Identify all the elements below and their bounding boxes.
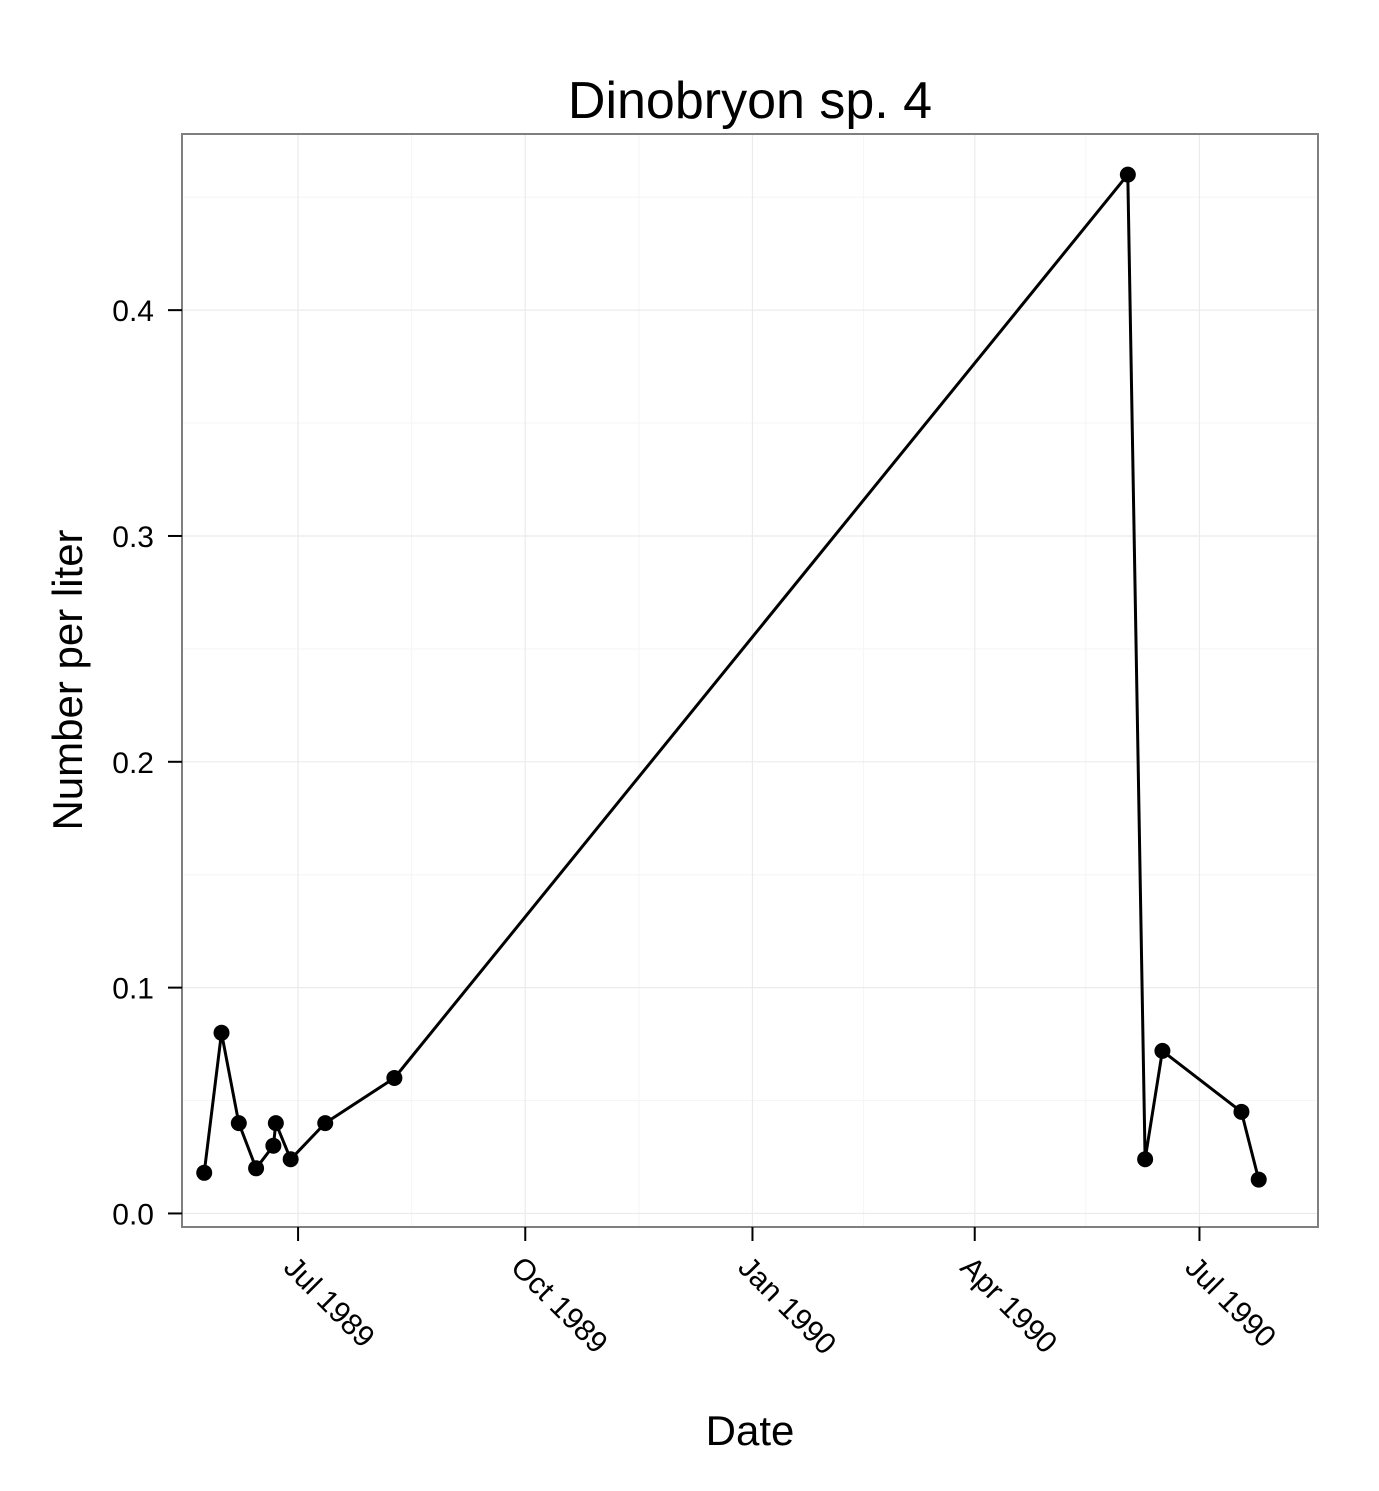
data-point: [248, 1160, 265, 1177]
y-tick-label: 0.3: [112, 521, 154, 554]
x-axis-title: Date: [706, 1407, 795, 1454]
grid-major: [182, 134, 1318, 1227]
data-point: [386, 1069, 403, 1086]
data-point: [230, 1115, 247, 1132]
chart-title: Dinobryon sp. 4: [568, 72, 932, 130]
series-group: [196, 166, 1267, 1188]
x-tick-label: Oct 1989: [504, 1251, 613, 1360]
data-point: [265, 1137, 282, 1154]
y-tick-label: 0.2: [112, 747, 154, 780]
panel-border: [181, 133, 1319, 1228]
data-point: [213, 1024, 230, 1041]
data-point: [267, 1115, 284, 1132]
series-line: [202, 173, 1261, 1180]
data-point: [1154, 1042, 1171, 1059]
plot-panel: [182, 134, 1318, 1227]
x-tick-label: Apr 1990: [954, 1251, 1063, 1360]
y-axis: 0.0 0.1 0.2 0.3 0.4: [112, 295, 182, 1231]
y-tick-label: 0.4: [112, 295, 154, 328]
x-tick-label: Jul 1990: [1179, 1251, 1283, 1355]
x-tick-label: Jul 1989: [277, 1251, 381, 1355]
y-axis-title: Number per liter: [44, 529, 91, 830]
data-point: [317, 1115, 334, 1132]
grid-minor: [182, 134, 1318, 1227]
y-tick-label: 0.0: [112, 1198, 154, 1231]
data-point: [1250, 1171, 1267, 1188]
x-tick-label: Jan 1990: [732, 1251, 843, 1362]
x-axis: Jul 1989 Oct 1989 Jan 1990 Apr 1990 Jul 1990: [277, 1227, 1282, 1361]
y-tick-label: 0.1: [112, 973, 154, 1006]
data-point: [282, 1151, 299, 1168]
data-point: [1137, 1151, 1154, 1168]
data-point: [1233, 1103, 1250, 1120]
data-point: [1119, 166, 1136, 183]
data-point: [196, 1164, 213, 1181]
